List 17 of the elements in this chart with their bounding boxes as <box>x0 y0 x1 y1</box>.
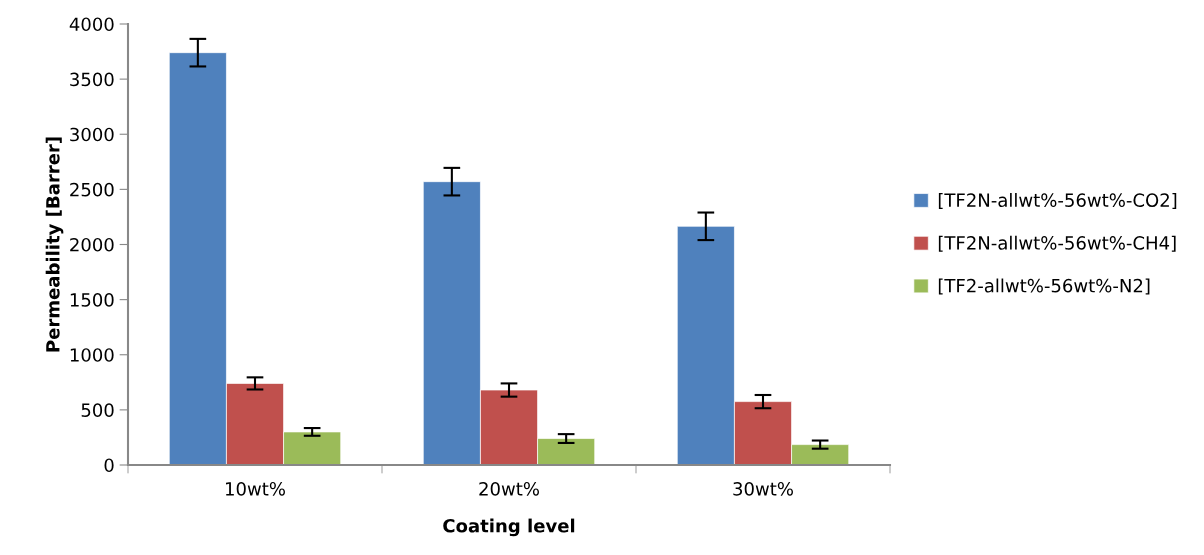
y-tick-label: 0 <box>104 458 114 473</box>
y-tick-label: 1500 <box>70 293 114 307</box>
x-axis-title: Coating level <box>443 518 575 537</box>
legend-label: [TF2-allwt%-56wt%-N2] <box>938 278 1150 295</box>
y-tick-label: 4000 <box>69 17 114 32</box>
y-tick-label: 3500 <box>70 72 114 87</box>
x-tick-label: 30wt% <box>733 481 793 496</box>
x-tick-label: 20wt% <box>479 481 539 496</box>
y-axis-title: Permeability [Barrer] <box>45 137 64 352</box>
y-tick-label: 2000 <box>70 237 114 252</box>
y-tick-label: 500 <box>81 403 114 417</box>
legend-label: [TF2N-allwt%-56wt%-CH4] <box>938 235 1176 252</box>
legend-label: [TF2N-allwt%-56wt%-CO2] <box>938 193 1177 210</box>
y-tick-label: 2500 <box>70 182 114 197</box>
x-tick-label: 10wt% <box>226 481 285 496</box>
y-tick-label: 3000 <box>70 127 114 142</box>
y-tick-label: 1000 <box>70 348 114 362</box>
